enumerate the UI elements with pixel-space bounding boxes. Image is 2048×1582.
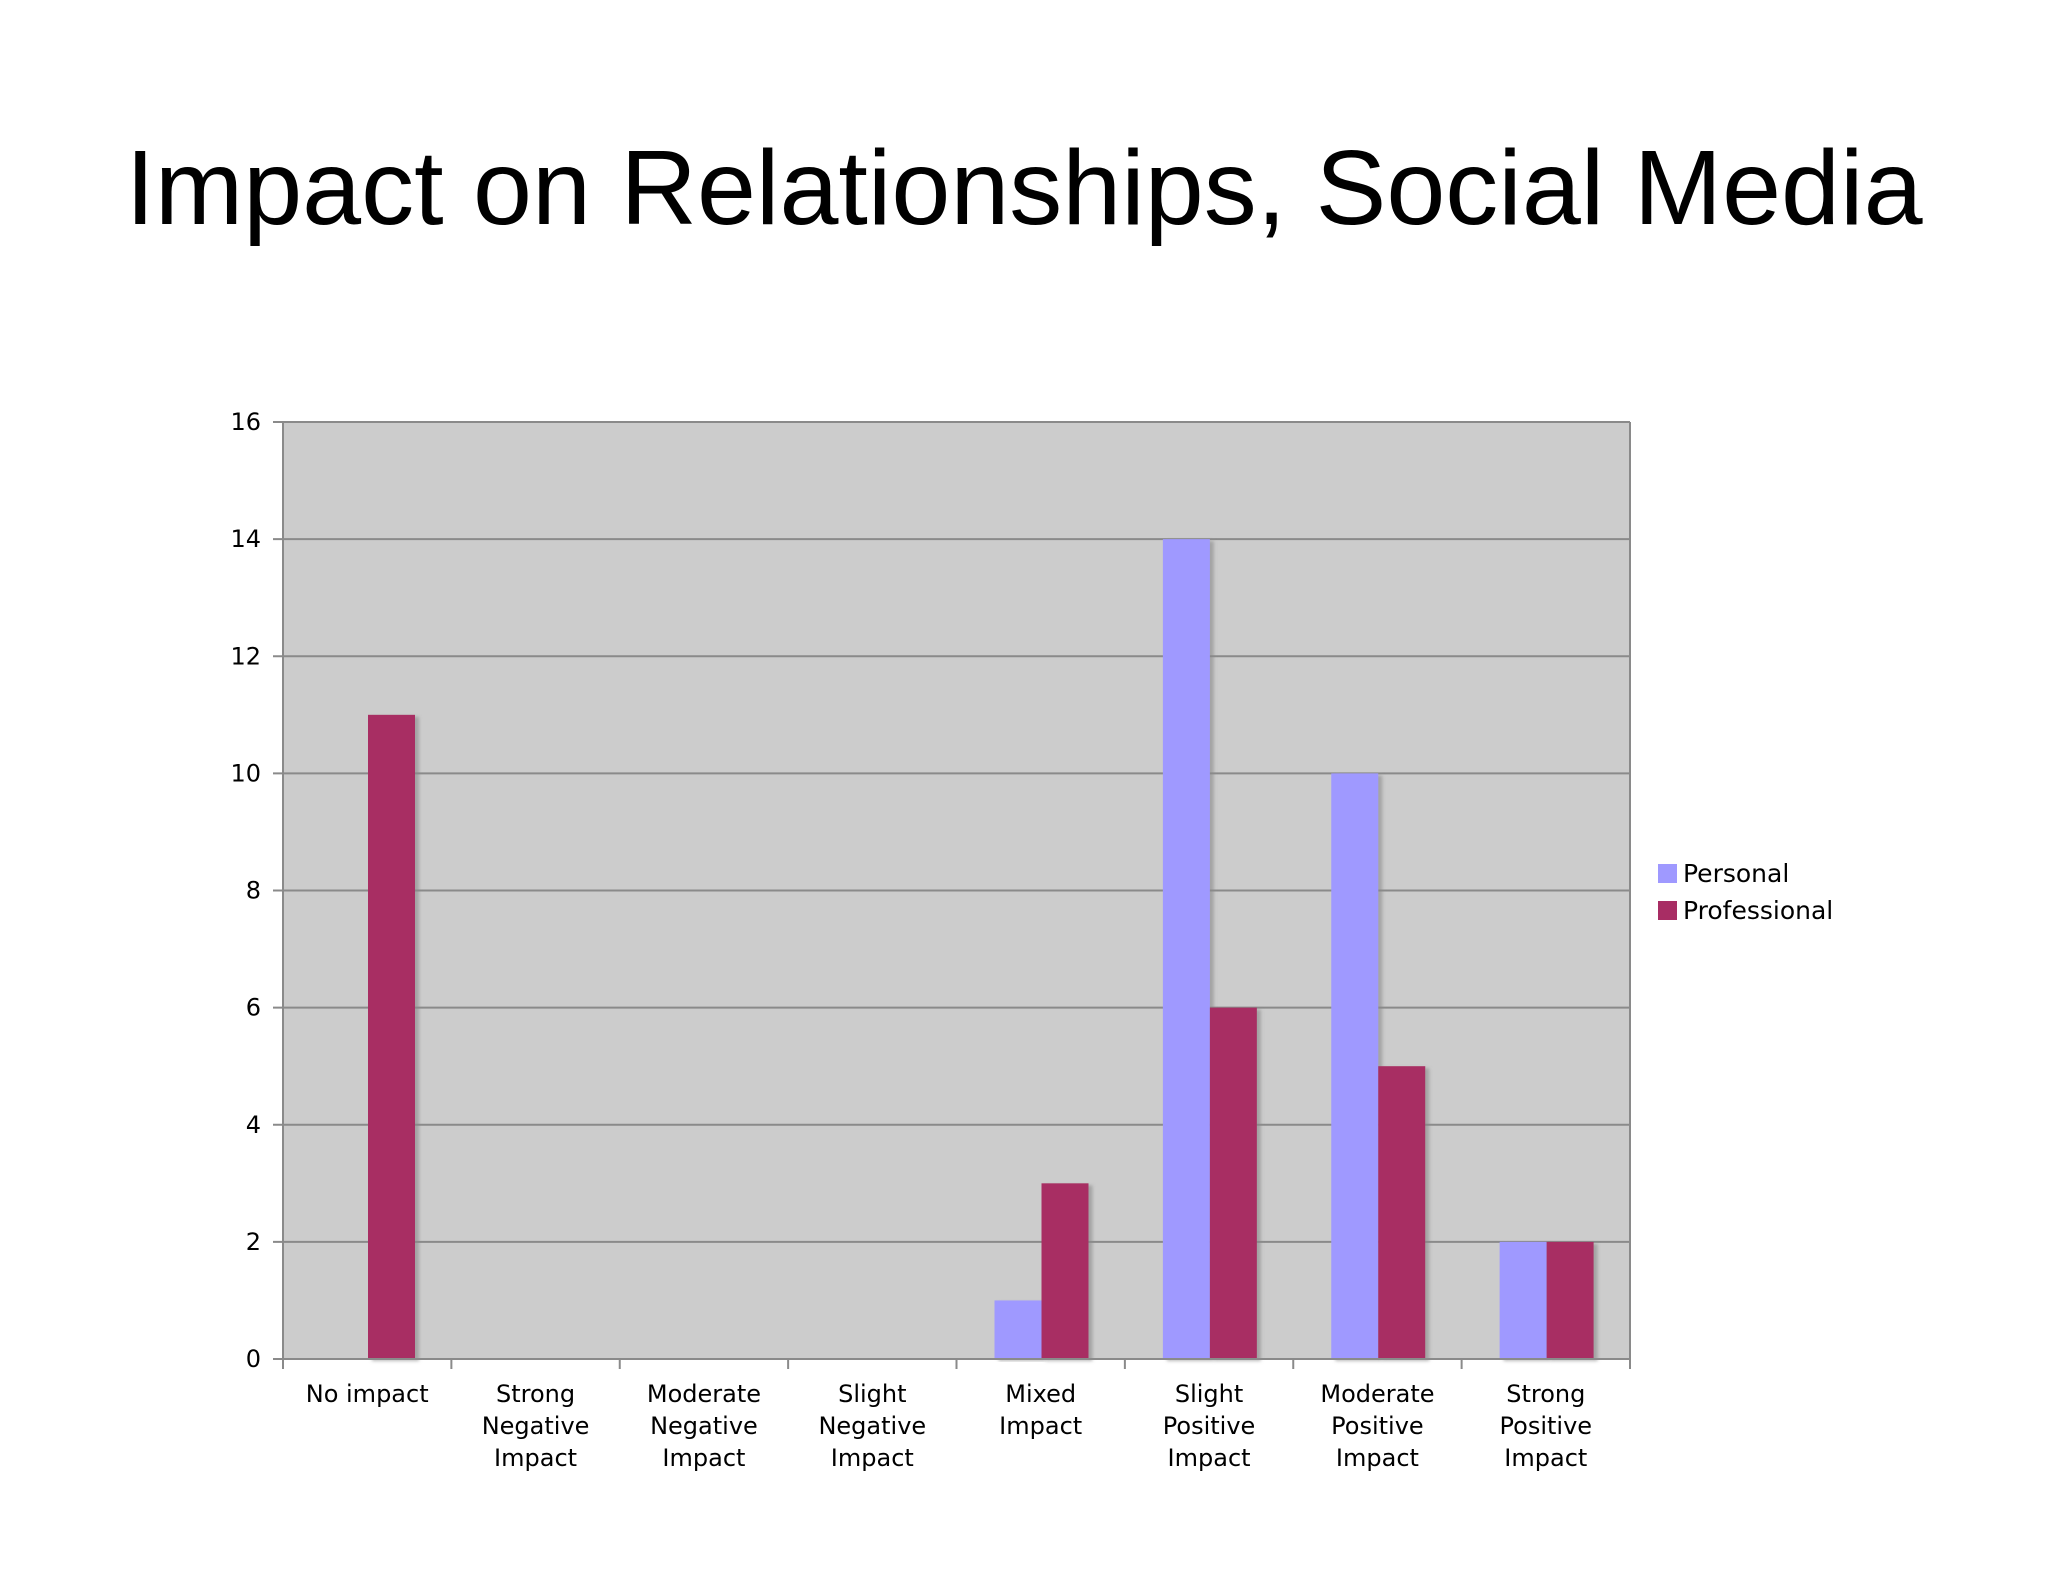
y-tick-label-12: 12 [230, 642, 261, 670]
x-category-label-4: Mixed Impact [999, 1380, 1082, 1440]
bar-personal-7 [1499, 1241, 1547, 1359]
x-category-label-6: Moderate Positive Impact [1320, 1380, 1434, 1472]
y-tick-label-2: 2 [246, 1228, 261, 1256]
y-tick-label-8: 8 [246, 877, 261, 905]
legend-label-personal: Personal [1683, 859, 1789, 888]
x-category-label-3: Slight Negative Impact [818, 1380, 926, 1472]
y-tick-label-0: 0 [246, 1345, 261, 1373]
bars [368, 539, 1594, 1359]
legend: Personal Professional [1658, 859, 1833, 925]
bar-professional-6 [1378, 1066, 1426, 1359]
y-tick-label-4: 4 [246, 1111, 261, 1139]
bar-personal-5 [1162, 539, 1210, 1359]
y-tick-label-16: 16 [230, 408, 261, 436]
x-category-label-0: No impact [306, 1380, 429, 1408]
bar-personal-4 [994, 1300, 1042, 1359]
bar-professional-0 [368, 714, 415, 1359]
y-tick-label-10: 10 [230, 759, 261, 787]
x-category-label-1: Strong Negative Impact [482, 1380, 590, 1472]
slide-title: Impact on Relationships, Social Media [125, 129, 1923, 247]
axes [273, 421, 1631, 1369]
bar-professional-5 [1209, 1007, 1257, 1359]
y-tick-label-14: 14 [230, 525, 261, 553]
x-axis-labels: No impact Strong Negative Impact Moderate Neg… [306, 1380, 1592, 1472]
legend-label-professional: Professional [1683, 896, 1833, 925]
y-tick-label-6: 6 [246, 994, 261, 1022]
x-category-label-2: Moderate Negative Impact [647, 1380, 761, 1472]
x-category-label-7: Strong Positive Impact [1500, 1380, 1593, 1472]
legend-swatch-professional [1658, 901, 1677, 920]
bar-personal-6 [1331, 773, 1379, 1359]
legend-swatch-personal [1658, 864, 1677, 883]
bar-professional-4 [1041, 1183, 1089, 1359]
bar-professional-7 [1546, 1241, 1594, 1359]
x-category-label-5: Slight Positive Impact [1163, 1380, 1256, 1472]
y-axis-ticks: 0 2 4 6 8 10 12 14 16 [230, 408, 261, 1373]
